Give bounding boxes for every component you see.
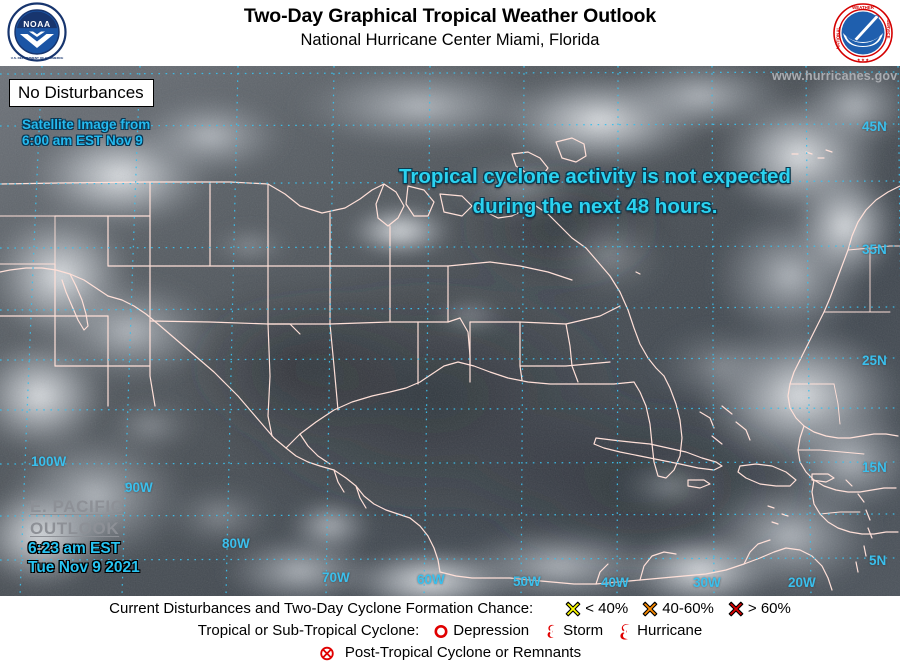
lat-label-15n: 15N — [862, 460, 887, 475]
no-disturbances-badge: No Disturbances — [9, 79, 154, 107]
legend-chance-low-label: < 40% — [585, 600, 629, 617]
legend-cyclone-type-row: Tropical or Sub-Tropical Cyclone: Depres… — [0, 620, 900, 642]
post-tropical-icon — [320, 646, 334, 660]
lon-label-60w: 60W — [417, 572, 445, 587]
page-subtitle: National Hurricane Center Miami, Florida — [300, 31, 600, 49]
lat-label-25n: 25N — [862, 353, 887, 368]
legend-chance-high-label: > 60% — [747, 600, 791, 617]
nws-logo: WEATHER NATIONAL SERVICE ★ ★ ★ — [833, 3, 893, 63]
svg-text:SERVICE: SERVICE — [886, 19, 891, 38]
lon-label-40w: 40W — [601, 575, 629, 590]
legend-chance-low: < 40% — [565, 599, 628, 619]
depression-icon — [434, 624, 448, 638]
legend-formation-chance-label: Current Disturbances and Two-Day Cyclone… — [109, 600, 534, 617]
lon-label-30w: 30W — [693, 575, 721, 590]
legend-depression-label: Depression — [453, 622, 530, 639]
page-title: Two-Day Graphical Tropical Weather Outlo… — [243, 5, 657, 27]
legend-chance-high: > 60% — [728, 599, 791, 619]
svg-text:NATIONAL: NATIONAL — [836, 27, 841, 50]
legend-storm-label: Storm — [563, 622, 604, 639]
svg-text:WEATHER: WEATHER — [852, 5, 875, 10]
epac-link-line-2: OUTLOOK — [30, 519, 120, 538]
svg-text:U.S. DEPARTMENT OF COMMERCE: U.S. DEPARTMENT OF COMMERCE — [11, 56, 64, 60]
header-title-block: Two-Day Graphical Tropical Weather Outlo… — [80, 4, 820, 51]
page-header: NOAA U.S. DEPARTMENT OF COMMERCE Two-Day… — [0, 0, 900, 66]
lat-lon-grid — [0, 66, 900, 596]
svg-text:★ ★ ★: ★ ★ ★ — [857, 57, 869, 62]
noaa-logo: NOAA U.S. DEPARTMENT OF COMMERCE — [7, 2, 67, 62]
lat-label-35n: 35N — [862, 242, 887, 257]
legend-storm: Storm — [543, 621, 603, 641]
legend-hurricane: Hurricane — [617, 621, 702, 641]
hurricane-icon — [620, 623, 630, 640]
legend-formation-chance-row: Current Disturbances and Two-Day Cyclone… — [0, 598, 900, 620]
legend-chance-medium: 40-60% — [642, 599, 714, 619]
svg-text:NOAA: NOAA — [23, 19, 50, 29]
east-pacific-outlook-link[interactable]: E. PACIFIC OUTLOOK — [30, 496, 124, 540]
legend-post-tropical-label: Post-Tropical Cyclone or Remnants — [344, 644, 582, 661]
storm-icon — [547, 624, 555, 638]
x-mark-icon — [728, 601, 744, 617]
x-mark-icon — [642, 601, 658, 617]
lon-label-80w: 80W — [222, 536, 250, 551]
lon-label-70w: 70W — [322, 570, 350, 585]
lon-label-90w: 90W — [125, 480, 153, 495]
legend-post-tropical: Post-Tropical Cyclone or Remnants — [319, 643, 581, 663]
lon-label-20w: 20W — [788, 575, 816, 590]
legend-chance-medium-label: 40-60% — [662, 600, 714, 617]
satellite-map[interactable]: www.hurricanes.gov No Disturbances Satel… — [0, 66, 900, 596]
lat-label-45n: 45N — [862, 119, 887, 134]
coastlines-and-borders — [0, 137, 900, 591]
x-mark-icon — [565, 601, 581, 617]
legend-hurricane-label: Hurricane — [637, 622, 703, 639]
epac-link-line-1: E. PACIFIC — [30, 497, 124, 516]
legend-post-tropical-row: Post-Tropical Cyclone or Remnants — [0, 642, 900, 664]
lat-label-5n: 5N — [869, 553, 887, 568]
legend-cyclone-type-label: Tropical or Sub-Tropical Cyclone: — [197, 622, 420, 639]
legend-depression: Depression — [433, 621, 529, 641]
lon-label-50w: 50W — [513, 574, 541, 589]
map-legend: Current Disturbances and Two-Day Cyclone… — [0, 596, 900, 665]
lon-label-100w: 100W — [31, 454, 67, 469]
